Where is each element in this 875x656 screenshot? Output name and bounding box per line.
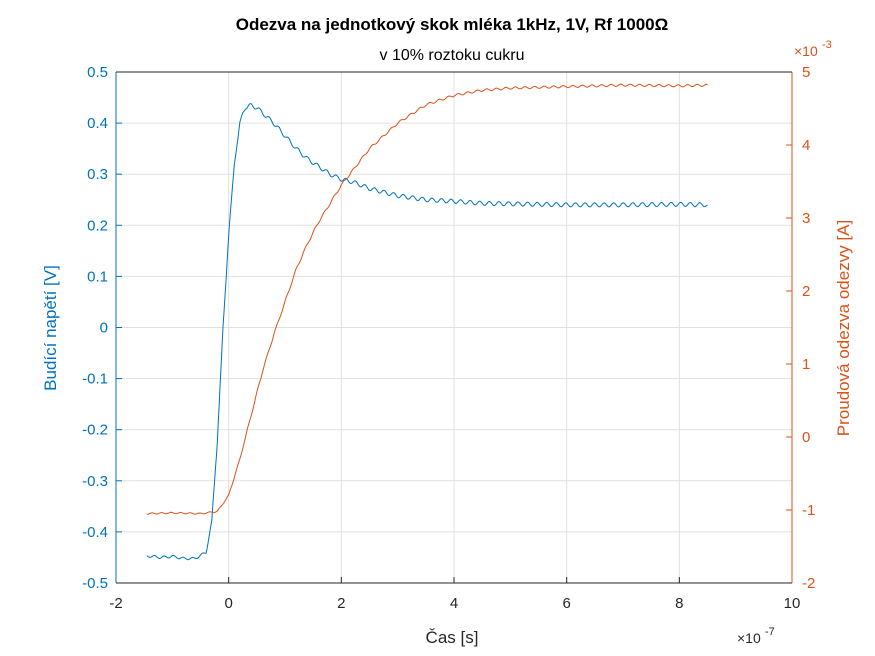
y-right-exponent-power: -3 [822,39,832,51]
x-axis-label: Čas [s] [426,628,479,647]
y-left-tick-label: 0.1 [87,268,108,285]
x-tick-label: 4 [450,595,458,612]
y-right-tick-label: 4 [802,137,810,154]
y-right-exponent: ×10 -3 [794,39,832,59]
tick-labels: -2 0 2 4 6 8 100.50.40.30.20.10-0.1-0.2-0.3-0.… [82,64,815,612]
y-left-tick-label: 0.4 [87,115,108,132]
y-right-tick-label: 0 [802,429,810,446]
y-right-exponent-base: ×10 [794,43,818,59]
y-left-tick-label: 0.2 [87,217,108,234]
series-line-voltage [146,103,708,561]
series-line-current [146,83,708,515]
y-right-axis-label: Proudová odezva odezvy [A] [834,220,853,436]
y-left-axis-label: Budící napětí [V] [41,265,60,391]
x-exponent: ×10 -7 [737,626,775,646]
axes [115,71,793,584]
x-exponent-power: -7 [765,626,775,638]
y-right-tick-label: 2 [802,283,810,300]
y-left-tick-label: -0.2 [82,422,108,439]
chart-title: Odezva na jednotkový skok mléka 1kHz, 1V… [236,15,669,34]
y-left-tick-label: 0.3 [87,166,108,183]
y-right-tick-label: -1 [802,502,815,519]
chart-subtitle: v 10% roztoku cukru [380,47,525,64]
x-tick-label: -2 [109,595,122,612]
y-left-tick-label: 0 [100,320,108,337]
x-tick-label: 2 [337,595,345,612]
x-tick-label: 0 [224,595,232,612]
y-left-tick-label: -0.3 [82,473,108,490]
y-left-tick-label: -0.5 [82,575,108,592]
x-tick-label: 6 [562,595,570,612]
y-right-tick-label: 1 [802,356,810,373]
series-layer [146,83,708,561]
y-right-tick-label: 3 [802,210,810,227]
x-exponent-base: ×10 [737,630,761,646]
y-right-tick-label: -2 [802,575,815,592]
y-right-tick-label: 5 [802,64,810,81]
x-tick-label: 10 [784,595,801,612]
y-left-tick-label: -0.1 [82,371,108,388]
x-tick-label: 8 [675,595,683,612]
y-left-tick-label: -0.4 [82,524,108,541]
y-left-tick-label: 0.5 [87,64,108,81]
